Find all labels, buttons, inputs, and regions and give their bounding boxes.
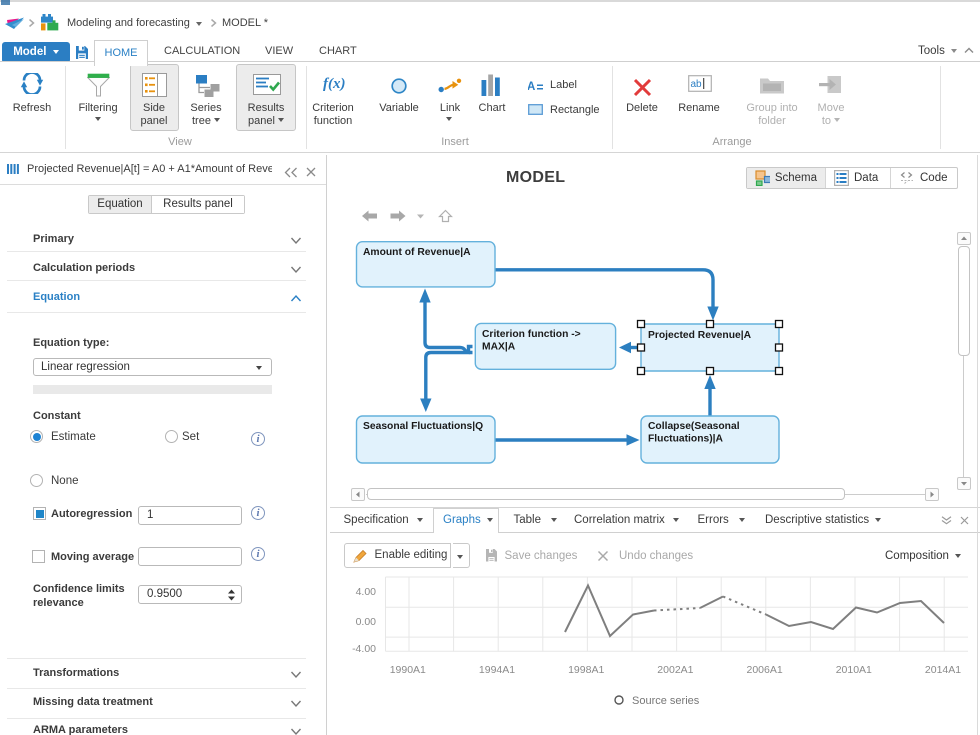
svg-text:Collapse(Seasonal: Collapse(Seasonal [648, 421, 740, 432]
svg-text:Source series: Source series [632, 695, 700, 707]
svg-text:1998A1: 1998A1 [568, 664, 604, 676]
svg-text:MAX|A: MAX|A [482, 342, 516, 353]
svg-text:ab: ab [691, 79, 703, 90]
svg-text:4.00: 4.00 [356, 586, 377, 598]
svg-text:Seasonal Fluctuations|Q: Seasonal Fluctuations|Q [363, 421, 483, 432]
svg-text:-4.00: -4.00 [352, 643, 376, 655]
svg-text:A: A [528, 81, 535, 91]
svg-text:2014A1: 2014A1 [925, 664, 961, 676]
svg-text:Criterion function ->: Criterion function -> [482, 329, 581, 340]
svg-text:Amount of Revenue|A: Amount of Revenue|A [363, 247, 471, 258]
svg-text:1994A1: 1994A1 [479, 664, 515, 676]
svg-text:0.00: 0.00 [356, 616, 377, 628]
svg-text:1990A1: 1990A1 [390, 664, 426, 676]
svg-text:2002A1: 2002A1 [657, 664, 693, 676]
svg-text:Fluctuations)|A: Fluctuations)|A [648, 434, 724, 445]
svg-text:Projected Revenue|A: Projected Revenue|A [648, 330, 752, 341]
svg-text:2010A1: 2010A1 [836, 664, 872, 676]
svg-text:2006A1: 2006A1 [746, 664, 782, 676]
